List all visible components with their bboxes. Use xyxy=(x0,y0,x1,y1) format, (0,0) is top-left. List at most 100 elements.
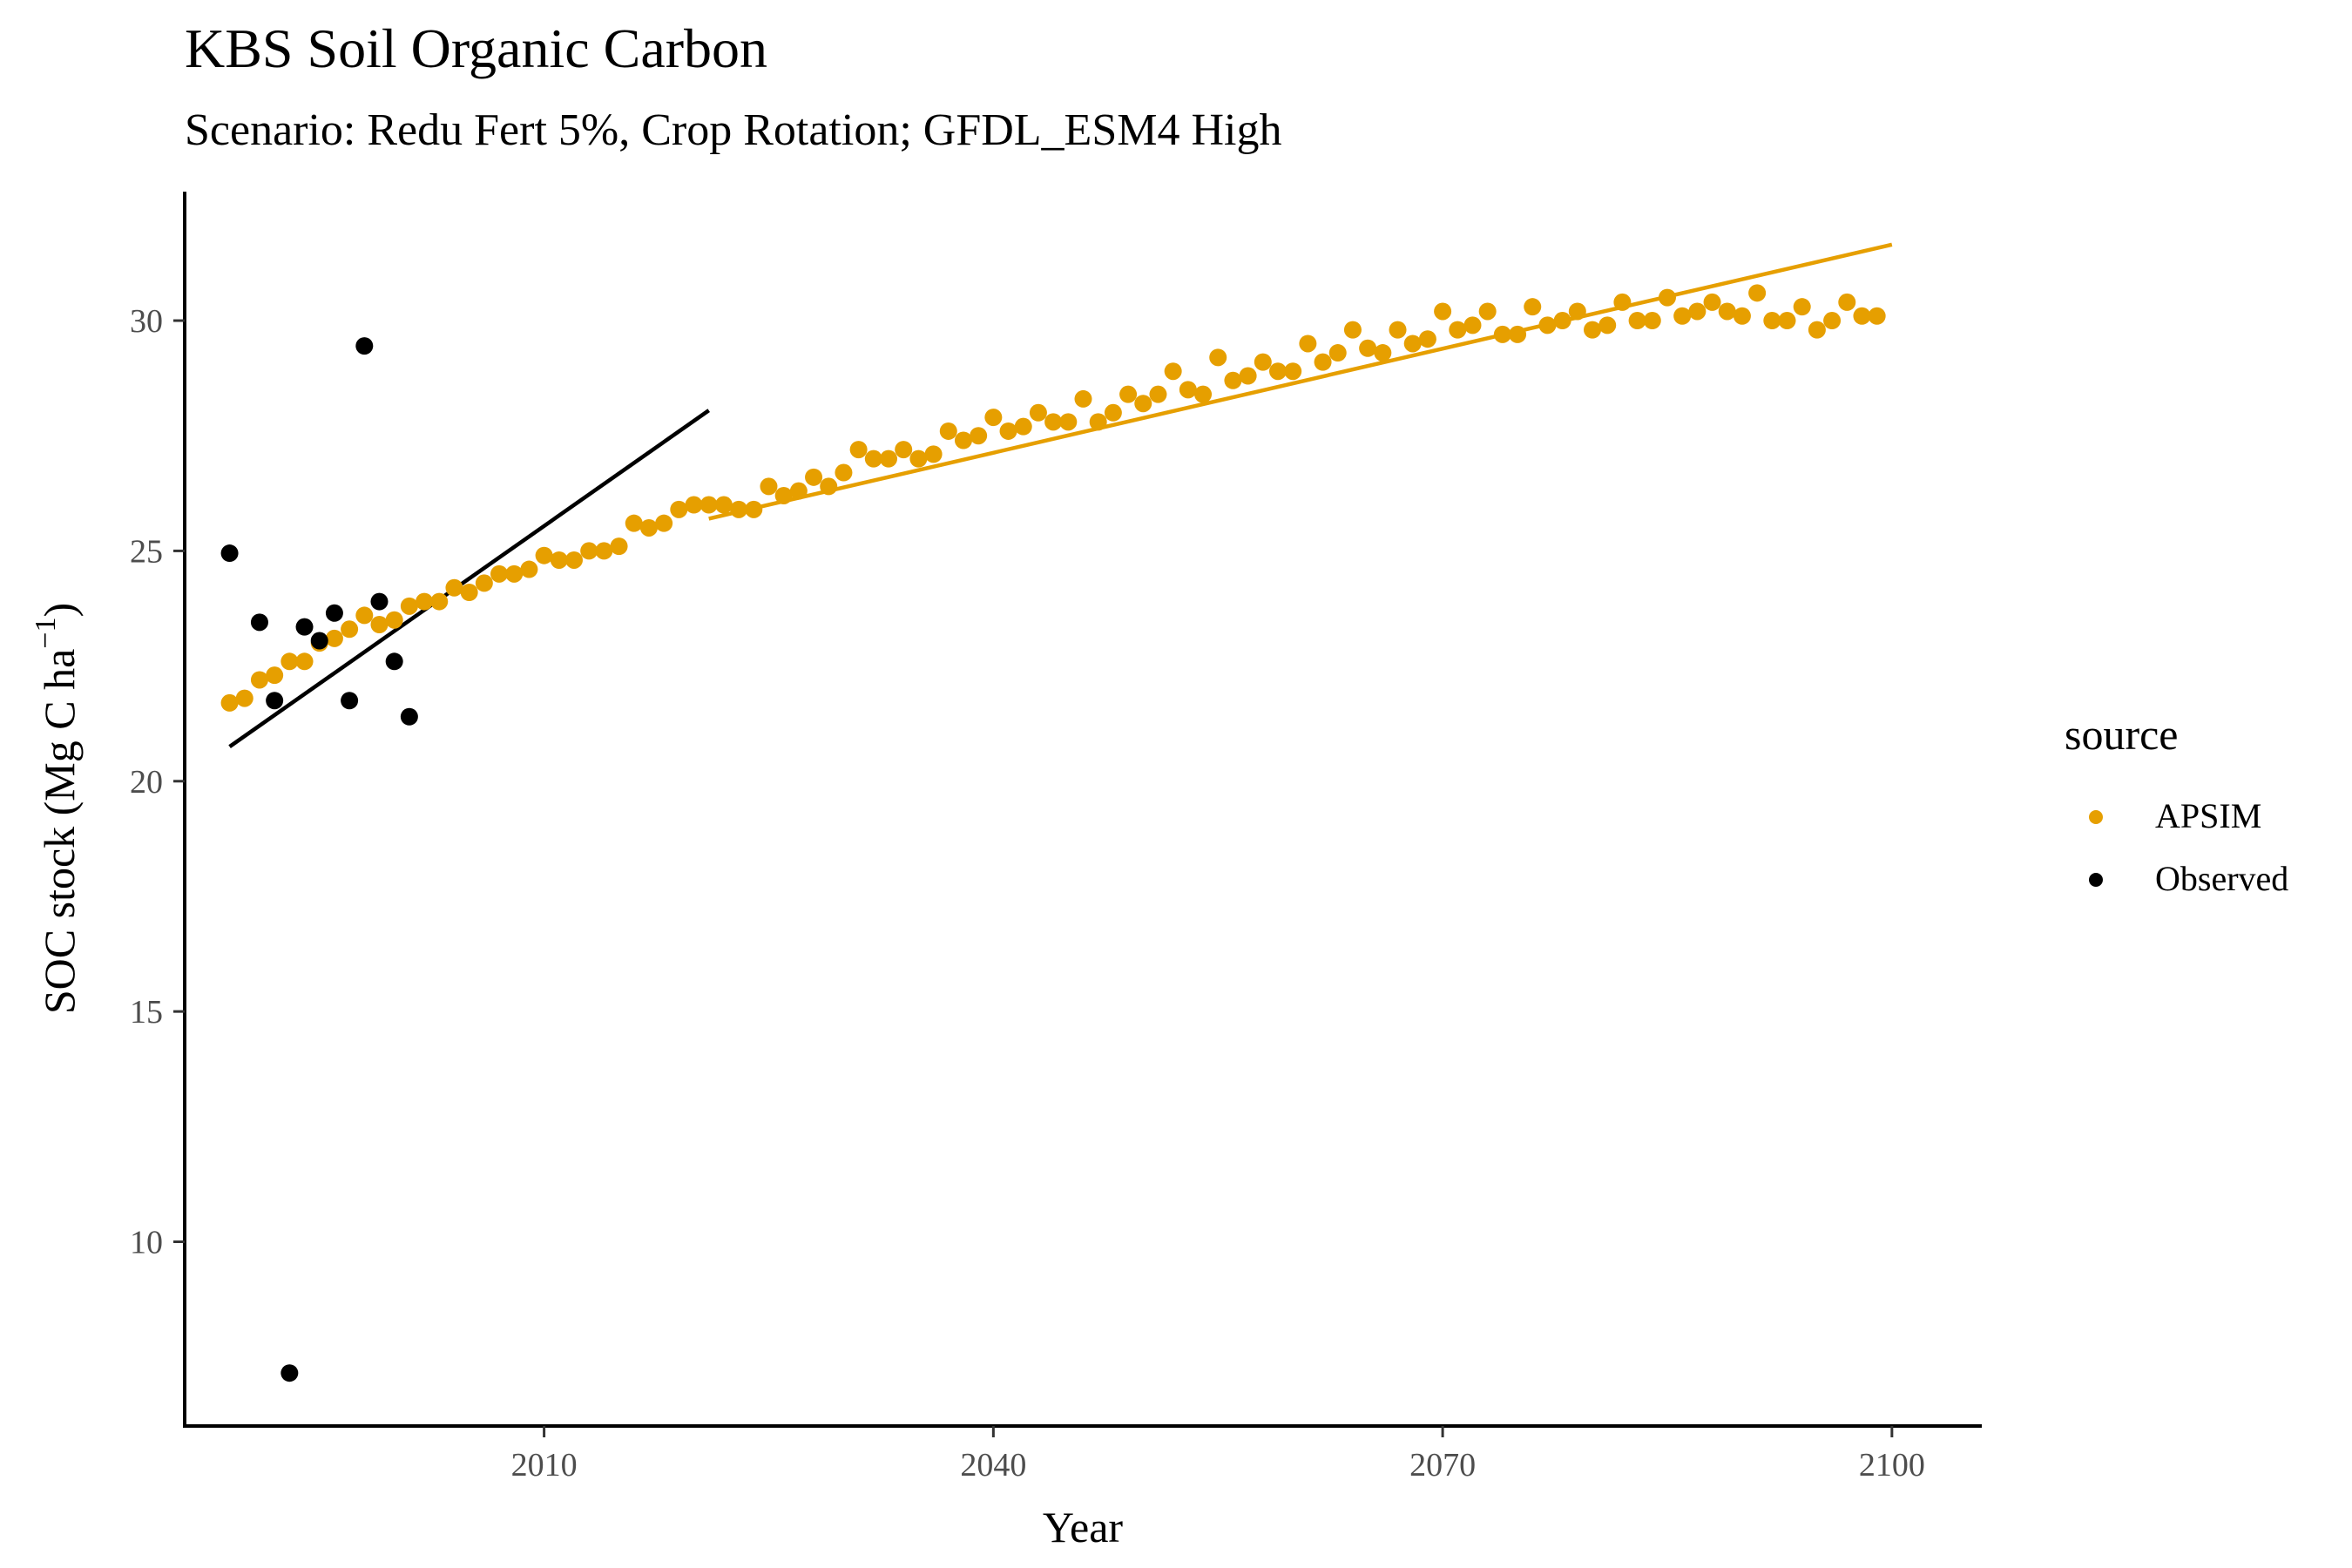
apsim-point xyxy=(280,652,299,671)
apsim-point xyxy=(774,486,793,504)
apsim-point xyxy=(1299,335,1317,353)
apsim-point xyxy=(1164,362,1182,381)
apsim-point xyxy=(295,652,314,671)
apsim-point xyxy=(1328,344,1347,362)
apsim-point xyxy=(564,551,583,569)
apsim-point xyxy=(760,477,778,496)
apsim-point xyxy=(1239,367,1257,385)
apsim-point xyxy=(685,496,703,514)
apsim-point xyxy=(789,482,808,500)
apsim-point xyxy=(1658,288,1676,307)
y-tick-label: 20 xyxy=(130,764,163,801)
observed-point xyxy=(310,632,328,650)
plot-area xyxy=(220,242,1893,1382)
apsim-point xyxy=(895,441,913,459)
apsim-points xyxy=(220,284,1886,712)
apsim-point xyxy=(999,422,1017,440)
apsim-point xyxy=(1823,312,1842,330)
legend-label-observed: Observed xyxy=(2155,859,2288,898)
apsim-point xyxy=(1688,302,1707,321)
apsim-point xyxy=(520,560,538,578)
apsim-point xyxy=(730,500,748,518)
apsim-point xyxy=(835,463,853,482)
apsim-point xyxy=(984,409,1003,427)
y-axis-title-close: ) xyxy=(35,603,84,618)
apsim-point xyxy=(1584,321,1602,339)
apsim-point xyxy=(1209,348,1227,367)
apsim-point xyxy=(714,496,733,514)
apsim-point xyxy=(1793,298,1811,316)
apsim-point xyxy=(1434,302,1452,321)
y-axis-title: SOC stock (Mg C ha−1) xyxy=(30,603,84,1014)
apsim-point xyxy=(1074,389,1092,408)
apsim-point xyxy=(939,422,957,440)
apsim-point xyxy=(1089,413,1107,431)
apsim-point xyxy=(1224,371,1242,389)
apsim-point xyxy=(1374,344,1392,362)
apsim-point xyxy=(370,616,389,634)
apsim-point xyxy=(924,445,943,463)
apsim-point xyxy=(849,441,868,459)
trend-lines xyxy=(228,242,1893,748)
apsim-point xyxy=(1418,330,1436,348)
observed-point xyxy=(295,618,314,636)
observed-point xyxy=(400,707,418,726)
apsim-point xyxy=(445,578,463,597)
apsim-point xyxy=(1029,403,1047,422)
apsim-point xyxy=(745,500,763,518)
apsim-point xyxy=(1673,307,1692,325)
apsim-point xyxy=(805,468,823,486)
apsim-point xyxy=(1643,312,1661,330)
apsim-point xyxy=(1628,312,1646,330)
apsim-point xyxy=(1194,385,1213,403)
apsim-point xyxy=(1748,284,1767,302)
y-axis-title-superscript: −1 xyxy=(30,618,62,649)
y-tick-label: 15 xyxy=(130,994,163,1031)
chart-subtitle: Scenario: Redu Fert 5%, Crop Rotation; G… xyxy=(185,105,1281,155)
apsim-point xyxy=(1524,298,1542,316)
apsim-point xyxy=(1044,413,1063,431)
apsim-point xyxy=(355,606,374,625)
apsim-point xyxy=(1703,293,1721,311)
apsim-point xyxy=(1389,321,1407,339)
apsim-point xyxy=(1718,302,1736,321)
apsim-point xyxy=(416,592,434,611)
apsim-point xyxy=(1314,353,1332,371)
observed-point xyxy=(341,692,359,710)
apsim-point xyxy=(1733,307,1751,325)
observed-point xyxy=(250,613,268,632)
apsim-point xyxy=(580,542,598,560)
trend-line-observed xyxy=(228,409,711,748)
y-axis-ticks: 10 15 20 25 30 xyxy=(130,303,185,1261)
apsim-point xyxy=(1059,413,1078,431)
apsim-point xyxy=(490,564,509,583)
observed-point xyxy=(220,544,239,563)
chart-title: KBS Soil Organic Carbon xyxy=(185,17,767,79)
apsim-point xyxy=(1553,312,1571,330)
apsim-point xyxy=(1284,362,1302,381)
apsim-point xyxy=(400,597,418,615)
apsim-point xyxy=(1853,307,1871,325)
apsim-point xyxy=(1268,362,1287,381)
apsim-point xyxy=(1538,316,1557,335)
apsim-point xyxy=(475,574,493,592)
observed-point xyxy=(280,1364,299,1382)
apsim-point xyxy=(430,592,449,611)
apsim-point xyxy=(1478,302,1497,321)
apsim-point xyxy=(1509,325,1527,343)
apsim-point xyxy=(505,564,524,583)
apsim-point xyxy=(670,500,688,518)
apsim-point xyxy=(1104,403,1122,422)
observed-points xyxy=(220,337,418,1382)
apsim-point xyxy=(1568,302,1586,321)
observed-point xyxy=(266,692,284,710)
observed-point xyxy=(385,652,403,671)
apsim-point xyxy=(1463,316,1482,335)
x-axis-title: Year xyxy=(1043,1503,1123,1551)
apsim-point xyxy=(1838,293,1856,311)
observed-point xyxy=(355,337,374,355)
apsim-point xyxy=(655,514,673,532)
apsim-point xyxy=(1359,339,1377,357)
apsim-point xyxy=(250,671,268,689)
y-axis-title-main: SOC stock (Mg C ha xyxy=(35,649,84,1014)
